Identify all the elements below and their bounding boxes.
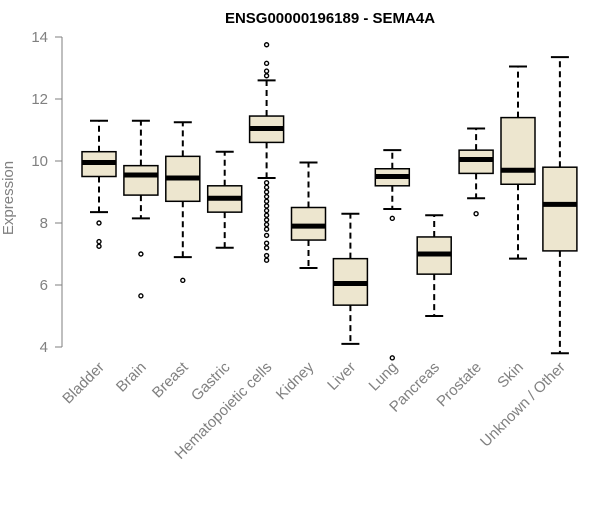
box-iqr: [542, 166, 578, 252]
box-group: [165, 121, 201, 284]
outlier-point: [263, 217, 270, 223]
y-tick-label: 6: [40, 277, 48, 294]
outlier-point: [263, 245, 270, 251]
outlier-point: [263, 60, 270, 67]
outlier-point: [96, 238, 102, 245]
y-tick-label: 4: [40, 339, 48, 356]
outlier-point: [263, 198, 270, 205]
box-iqr: [500, 116, 536, 185]
box-group: [374, 149, 411, 361]
outlier-point: [263, 179, 270, 186]
outlier-point: [96, 220, 102, 226]
box-group: [542, 56, 578, 355]
y-tick-label: 12: [31, 91, 48, 108]
x-tick-label: Skin: [494, 359, 527, 392]
x-tick-label: Breast: [149, 358, 192, 401]
x-tick-label: Kidney: [273, 358, 318, 403]
box-group: [332, 212, 369, 345]
box-group: [206, 150, 243, 249]
x-tick-label: Liver: [324, 359, 359, 394]
outlier-point: [263, 73, 270, 79]
outlier-point: [263, 257, 270, 263]
chart-title: ENSG00000196189 - SEMA4A: [225, 10, 435, 27]
outlier-point: [263, 189, 270, 195]
outlier-point: [389, 355, 395, 361]
outlier-point: [263, 240, 270, 246]
outlier-point: [263, 68, 270, 74]
x-tick-label: Prostate: [433, 359, 485, 411]
y-axis: 4 6 8 10 12 14: [31, 29, 63, 356]
outlier-point: [263, 203, 270, 209]
outlier-point: [263, 221, 270, 228]
outlier-point: [473, 210, 479, 217]
outlier-point: [263, 226, 270, 232]
box-iqr: [123, 164, 159, 196]
box-group: [248, 42, 285, 263]
y-tick-label: 10: [31, 153, 48, 170]
outlier-point: [389, 215, 395, 222]
box-group: [123, 119, 159, 299]
outlier-point: [263, 193, 270, 200]
x-tick-label: Bladder: [59, 359, 108, 408]
y-tick-label: 14: [31, 29, 48, 46]
outlier-point: [263, 232, 270, 239]
outlier-point: [263, 42, 270, 48]
outlier-point: [138, 251, 144, 257]
x-tick-label: Brain: [113, 359, 150, 396]
y-tick-label: 8: [40, 215, 48, 232]
box-group: [416, 214, 452, 317]
outlier-point: [138, 293, 144, 299]
y-axis-label: Expression: [0, 161, 17, 235]
box-group: [81, 119, 117, 249]
box-group: [290, 161, 327, 269]
outlier-point: [96, 243, 102, 249]
boxes-layer: [81, 42, 578, 361]
outlier-point: [263, 252, 270, 259]
outlier-point: [180, 277, 186, 284]
x-tick-label: Lung: [366, 359, 402, 395]
outlier-point: [263, 207, 270, 214]
outlier-point: [263, 184, 270, 191]
box-group: [458, 127, 494, 217]
box-group: [500, 65, 536, 260]
outlier-point: [263, 212, 270, 218]
